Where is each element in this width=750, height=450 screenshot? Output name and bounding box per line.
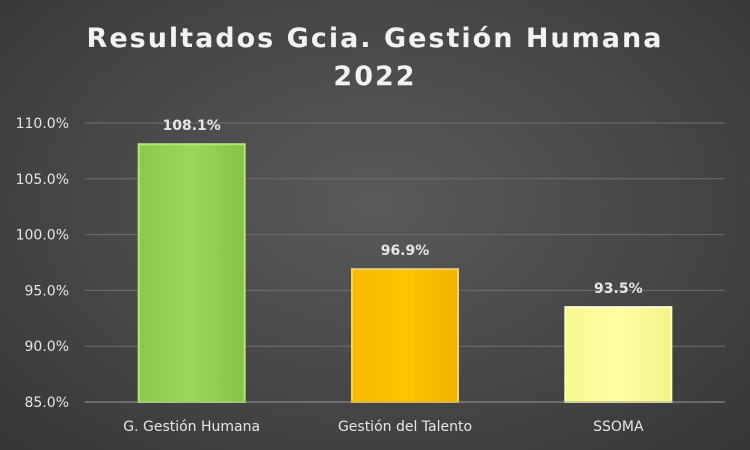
data-label: 93.5% [594, 281, 643, 297]
y-axis-tick-labels: 85.0% 90.0% 95.0% 100.0% 105.0% 110.0% [16, 116, 69, 411]
category-label: SSOMA [593, 419, 644, 435]
y-tick-label: 100.0% [16, 228, 69, 244]
y-tick-label: 90.0% [25, 339, 69, 355]
category-label: G. Gestión Humana [123, 419, 260, 435]
bar [564, 306, 673, 404]
chart-title-line-1: Resultados Gcia. Gestión Humana [86, 23, 664, 54]
data-label: 96.9% [381, 243, 430, 259]
y-tick-label: 110.0% [16, 116, 69, 132]
bars [137, 143, 673, 404]
chart-title-line-2: 2022 [333, 61, 417, 92]
chart-title: Resultados Gcia. Gestión Humana 2022 [0, 20, 750, 96]
data-label: 108.1% [163, 118, 221, 134]
data-labels: 108.1% 96.9% 93.5% [163, 118, 643, 297]
bar [137, 143, 246, 403]
y-tick-label: 95.0% [25, 283, 69, 299]
bar [351, 268, 459, 404]
y-tick-label: 105.0% [16, 172, 69, 188]
y-tick-label: 85.0% [25, 395, 69, 411]
category-label: Gestión del Talento [338, 419, 472, 435]
x-axis-category-labels: G. Gestión Humana Gestión del Talento SSOM… [123, 419, 644, 435]
